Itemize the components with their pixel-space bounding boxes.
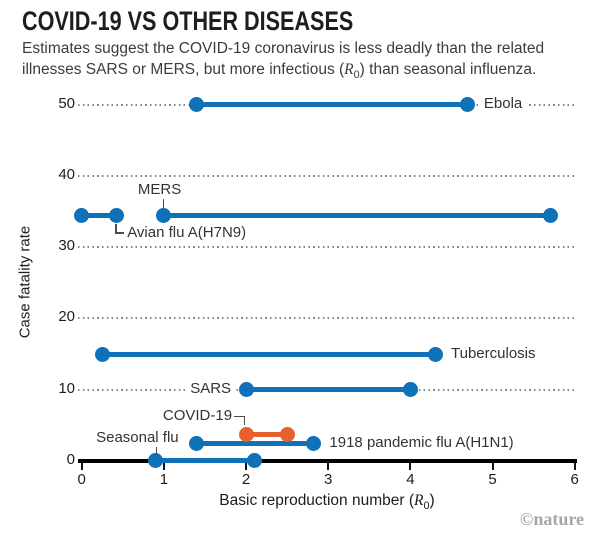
- label-leader-line-mers: [162, 198, 165, 208]
- range-line-tuberculosis: [102, 351, 436, 357]
- range-endpoint-dot-mers: [156, 208, 172, 224]
- label-leader-line-seasonal-flu: [155, 446, 158, 454]
- label-leader-line-avian-flu-a-h7n9: [115, 223, 117, 234]
- gridline-y-20: [78, 317, 576, 320]
- range-endpoint-dot-seasonal-flu: [246, 453, 262, 469]
- range-endpoint-dot-tuberculosis: [427, 346, 443, 362]
- gridline-y-30: [78, 246, 576, 249]
- series-label-tuberculosis: Tuberculosis: [446, 345, 541, 362]
- series-label-sars: SARS: [185, 381, 237, 398]
- x-axis-line: [78, 458, 577, 463]
- range-endpoint-dot-tuberculosis: [94, 346, 110, 362]
- label-leader-line-covid-19: [243, 415, 246, 425]
- chart-title: COVID-19 VS OTHER DISEASES: [22, 6, 354, 36]
- subtitle-text: Estimates suggest the COVID-19 coronavir…: [22, 40, 545, 78]
- series-label-mers: MERS: [137, 180, 182, 198]
- x-tick-label: 6: [570, 470, 579, 488]
- range-endpoint-dot-sars: [238, 382, 254, 398]
- range-endpoint-dot-mers: [542, 208, 558, 224]
- range-endpoint-dot-sars: [402, 382, 418, 398]
- x-tick-label: 3: [324, 470, 333, 488]
- x-tick-mark: [80, 462, 83, 470]
- y-tick-label: 20: [58, 308, 75, 326]
- x-tick-mark: [162, 462, 165, 470]
- x-axis-title-text: Basic reproduction number (: [219, 492, 415, 509]
- nature-credit: ©nature: [519, 509, 584, 529]
- r0-subscript: 0: [353, 69, 360, 82]
- x-tick-mark: [409, 462, 412, 470]
- range-endpoint-dot-ebola: [189, 97, 205, 113]
- chart-subtitle: Estimates suggest the COVID-19 coronavir…: [22, 38, 584, 86]
- range-endpoint-dot-avian-flu-a-h7n9: [108, 208, 124, 224]
- y-tick-label: 10: [58, 379, 75, 397]
- x-tick-label: 0: [77, 470, 86, 488]
- series-label-ebola: Ebola: [478, 96, 528, 113]
- range-endpoint-dot-covid-19: [238, 426, 254, 442]
- range-line-seasonal-flu: [155, 458, 255, 464]
- label-leader-line-covid-19: [234, 415, 246, 418]
- x-tick-mark: [327, 462, 330, 470]
- y-tick-label: 40: [58, 166, 75, 183]
- r0-symbol: R: [414, 492, 424, 509]
- y-tick-label: 50: [58, 94, 75, 112]
- range-endpoint-dot-seasonal-flu: [148, 453, 164, 469]
- x-axis-title-text-end: ): [429, 492, 435, 509]
- series-label-covid-19: COVID-19: [162, 407, 233, 425]
- x-tick-mark: [245, 462, 248, 470]
- x-tick-label: 4: [406, 470, 415, 488]
- range-endpoint-dot-1918-pandemic-flu-a-h1n1: [305, 435, 321, 451]
- range-endpoint-dot-covid-19: [279, 426, 295, 442]
- range-line-avian-flu-a-h7n9: [81, 213, 117, 219]
- range-line-mers: [163, 213, 551, 219]
- r0-subscript: 0: [423, 500, 430, 513]
- series-label-seasonal-flu: Seasonal flu: [96, 428, 179, 446]
- range-endpoint-dot-avian-flu-a-h7n9: [74, 208, 90, 224]
- range-endpoint-dot-1918-pandemic-flu-a-h1n1: [189, 435, 205, 451]
- x-tick-label: 1: [159, 470, 169, 488]
- range-endpoint-dot-ebola: [460, 97, 476, 113]
- series-label-avian-flu-a-h7n9: Avian flu A(H7N9): [127, 223, 247, 241]
- x-tick-label: 5: [488, 470, 497, 488]
- x-tick-mark: [573, 462, 576, 470]
- x-tick-label: 2: [241, 470, 251, 488]
- gridline-y-40: [78, 175, 576, 177]
- x-axis-title: Basic reproduction number (R0): [127, 492, 527, 512]
- range-line-1918-pandemic-flu-a-h1n1: [196, 440, 314, 446]
- y-tick-label: 0: [66, 450, 75, 468]
- subtitle-text-end: ) than seasonal influenza.: [359, 61, 537, 78]
- x-tick-mark: [491, 462, 494, 470]
- range-line-sars: [246, 387, 411, 393]
- range-line-ebola: [196, 102, 468, 108]
- series-label-1918-pandemic-flu-a-h1n1: 1918 pandemic flu A(H1N1): [324, 434, 519, 451]
- range-line-covid-19: [246, 431, 288, 437]
- r0-symbol: R: [344, 61, 354, 78]
- y-tick-label: 30: [58, 237, 75, 255]
- label-leader-line-avian-flu-a-h7n9: [115, 232, 125, 234]
